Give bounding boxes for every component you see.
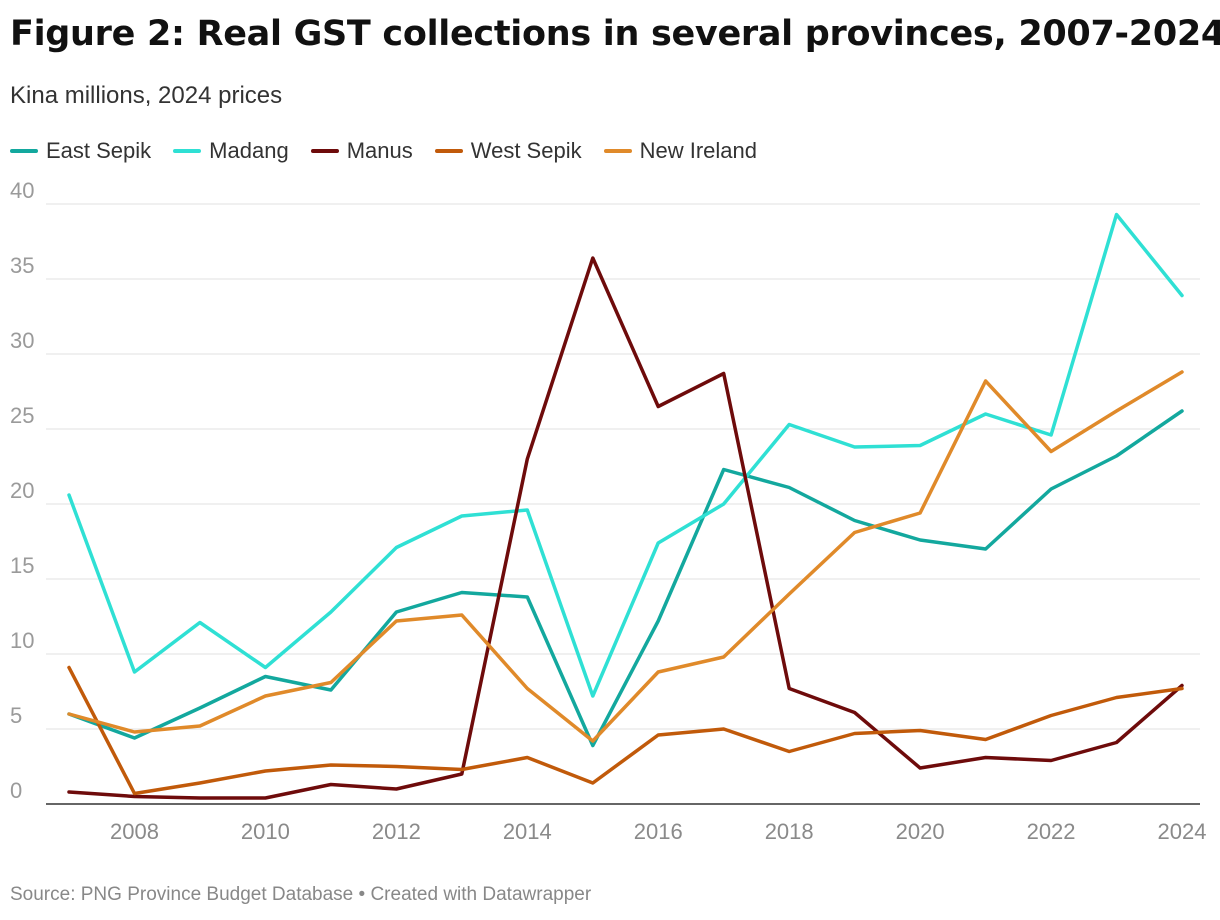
legend-label-madang: Madang bbox=[209, 138, 289, 163]
series-line-east-sepik bbox=[67, 409, 1184, 748]
legend-swatch-madang bbox=[173, 149, 202, 153]
legend-item-east-sepik: East Sepik bbox=[10, 138, 151, 164]
series-line-west-sepik bbox=[67, 665, 1184, 796]
x-tick-label-2020: 2020 bbox=[896, 819, 945, 844]
legend-item-madang: Madang bbox=[173, 138, 289, 164]
line-chart: 0 5 10 15 20 25 30 35 40 2008 2010 2012 2014 2016 201… bbox=[10, 178, 1206, 844]
source-note: Source: PNG Province Budget Database • C… bbox=[10, 884, 592, 905]
x-tick-label-2018: 2018 bbox=[765, 819, 814, 844]
series-line-new-ireland bbox=[67, 370, 1184, 743]
legend: East Sepik Madang Manus West Sepik New I… bbox=[10, 138, 757, 164]
x-tick-label-2010: 2010 bbox=[241, 819, 290, 844]
gridlines bbox=[46, 203, 1200, 805]
legend-item-new-ireland: New Ireland bbox=[603, 138, 757, 164]
x-tick-label-2012: 2012 bbox=[372, 819, 421, 844]
series-line-manus bbox=[67, 256, 1184, 800]
x-tick-label-2016: 2016 bbox=[634, 819, 683, 844]
x-axis-ticks: 2008 2010 2012 2014 2016 2018 2020 2022 2024 bbox=[110, 819, 1206, 844]
legend-swatch-east-sepik bbox=[10, 149, 38, 153]
y-tick-label-5: 5 bbox=[10, 703, 22, 728]
y-tick-label-15: 15 bbox=[10, 553, 34, 578]
x-tick-label-2014: 2014 bbox=[503, 819, 552, 844]
y-tick-label-35: 35 bbox=[10, 253, 34, 278]
y-tick-label-20: 20 bbox=[10, 478, 34, 503]
y-tick-label-40: 40 bbox=[10, 178, 34, 203]
y-tick-label-30: 30 bbox=[10, 328, 34, 353]
legend-label-new-ireland: New Ireland bbox=[639, 138, 757, 163]
y-tick-label-0: 0 bbox=[10, 778, 22, 803]
legend-label-east-sepik: East Sepik bbox=[46, 138, 152, 163]
y-tick-label-10: 10 bbox=[10, 628, 34, 653]
legend-item-west-sepik: West Sepik bbox=[434, 138, 582, 164]
legend-label-west-sepik: West Sepik bbox=[470, 138, 582, 163]
chart-title: Figure 2: Real GST collections in severa… bbox=[10, 14, 1220, 54]
legend-swatch-manus bbox=[310, 149, 339, 153]
series-lines bbox=[67, 212, 1184, 800]
y-axis-ticks: 0 5 10 15 20 25 30 35 40 bbox=[10, 178, 34, 803]
chart-subtitle: Kina millions, 2024 prices bbox=[10, 82, 283, 109]
series-line-madang bbox=[67, 212, 1184, 698]
legend-swatch-west-sepik bbox=[434, 149, 463, 153]
x-tick-label-2008: 2008 bbox=[110, 819, 159, 844]
y-tick-label-25: 25 bbox=[10, 403, 34, 428]
legend-swatch-new-ireland bbox=[603, 149, 632, 153]
x-tick-label-2024: 2024 bbox=[1158, 819, 1207, 844]
legend-label-manus: Manus bbox=[346, 138, 413, 163]
legend-item-manus: Manus bbox=[310, 138, 413, 164]
x-tick-label-2022: 2022 bbox=[1027, 819, 1076, 844]
